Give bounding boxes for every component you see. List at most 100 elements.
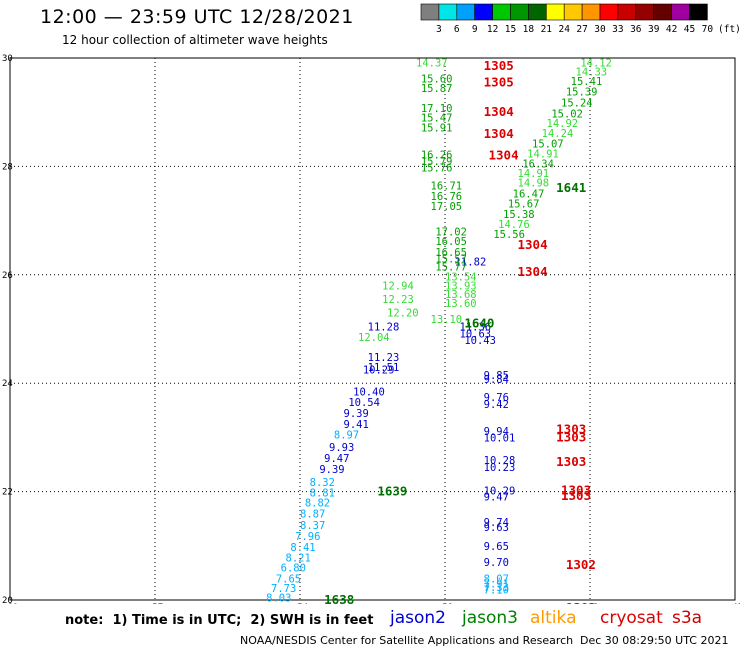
swh-value-label: 12.20 [387,308,419,320]
swh-value-label: 13.54 [445,271,477,283]
swh-value-label: 10.54 [348,397,380,409]
swh-value-label: 15.76 [421,162,453,174]
footer: note: 1) Time is in UTC; 2) SWH is in fe… [0,604,740,650]
footer-note: note: 1) Time is in UTC; 2) SWH is in fe… [65,613,374,628]
colorbar-tick-label: 70 [702,24,714,35]
swh-value-label: 8.07 [484,573,509,585]
swh-value-label: 12.23 [382,294,414,306]
colorbar-tick-label: 24 [558,24,570,35]
wave-height-plot: -60 -57 -54 -51 -48 -45 20 22 24 26 28 30 11.82 11.36… [2,54,740,604]
swh-value-label: 9.47 [324,453,349,465]
swh-value-label: 16.47 [513,189,545,201]
swh-value-label: 7.96 [295,531,320,543]
swh-value-label: 15.24 [561,97,593,109]
swh-value-label: 9.63 [484,522,509,534]
swh-value-label: 15.57 [435,254,467,266]
swh-value-label: 12.94 [382,281,414,293]
colorbar-tick-label: 39 [648,24,660,35]
swh-value-label: 9.70 [484,557,509,569]
y-tick-label: 30 [2,54,13,64]
time-label: 1641 [556,180,586,195]
time-label: 1639 [377,484,407,499]
swh-value-label: 15.91 [421,122,453,134]
time-label: 1304 [489,148,519,163]
swh-value-label: 9.94 [484,426,509,438]
swh-value-label: 17.02 [435,226,467,238]
swh-value-label: 11.51 [368,362,400,374]
colorbar-tick-label: 27 [576,24,587,35]
x-tick-label: -45 [727,603,740,604]
swh-value-label: 14.33 [576,67,608,79]
swh-value-label: 15.39 [566,87,598,99]
time-label: 1305 [484,58,514,73]
swh-value-label: 8.37 [300,520,325,532]
swh-value-label: 11.82 [455,256,487,268]
swh-value-label: 10.28 [484,455,516,467]
swh-value-label: 15.67 [508,198,540,210]
swh-value-label: 9.41 [344,419,369,431]
time-label: 1304 [484,126,514,141]
colorbar-tick-label: 36 [630,24,642,35]
swh-value-label: 9.84 [484,374,509,386]
colorbar-tick-label: 21 [541,24,553,35]
swh-value-label: 15.47 [421,113,453,125]
y-tick-label: 20 [2,596,13,604]
swh-value-label: 14.37 [416,57,448,69]
swh-value-label: 6.80 [281,562,306,574]
swh-value-label: 15.87 [421,83,453,95]
time-label: 1302 [566,557,596,572]
swh-value-label: 10.01 [484,432,516,444]
swh-value-label: 16.65 [435,247,467,259]
swh-value-label: 9.65 [484,541,509,553]
legend-cryosat: cryosat [600,608,663,628]
swh-value-label: 7.65 [276,573,301,585]
swh-value-label: 16.34 [522,159,554,171]
colorbar-tick-label: 3 [436,24,442,35]
plot-frame [9,57,736,601]
credit-line: NOAA/NESDIS Center for Satellite Applica… [240,634,574,647]
swh-value-label: 10.40 [353,386,385,398]
swh-value-label: 15.07 [532,139,564,151]
colorbar-swatch [689,3,708,21]
swh-value-label: 14.24 [542,128,574,140]
colorbar-tick-label: 30 [594,24,606,35]
time-label: 1302 [566,600,596,604]
time-label: 1638 [324,592,354,604]
swh-value-label: 9.74 [484,517,509,529]
colorbar-tick-label: 42 [666,24,677,35]
swh-value-label: 14.91 [527,148,559,160]
swh-value-label: 15.77 [435,262,467,274]
x-tick-label: -54 [292,603,308,604]
swh-value-label: 13.93 [445,281,477,293]
swh-value-label: 8.32 [310,477,335,489]
y-tick-label: 22 [2,488,13,498]
swh-value-label: 14.92 [547,118,579,130]
time-label: 1303 [556,429,586,444]
legend-jason3: jason3 [462,608,518,628]
swh-value-label: 15.02 [551,108,583,120]
swh-value-label: 15.60 [421,74,453,86]
colorbar-tick-label: 33 [612,24,623,35]
swh-value-label: 9.47 [484,491,509,503]
swh-value-label: 13.60 [445,298,477,310]
swh-value-label: 8.03 [266,592,291,604]
colorbar-tick-label: 18 [523,24,535,35]
swh-value-label: 10.43 [464,335,496,347]
x-tick-label: -60 [2,603,18,604]
time-label: 1303 [561,483,591,498]
y-tick-label: 28 [2,162,13,172]
time-label: 1304 [518,264,548,279]
swh-value-label: 15.56 [493,229,525,241]
legend-altika: altika [530,608,577,628]
time-label: 1640 [464,316,494,331]
chart-subtitle: 12 hour collection of altimeter wave hei… [62,33,328,47]
swh-value-label: 10.63 [460,328,492,340]
swh-value-label: 11.36 [460,321,492,333]
generation-timestamp: Dec 30 08:29:50 UTC 2021 [580,634,729,647]
swh-value-label: 16.05 [435,236,467,248]
swh-value-label: 8.41 [290,542,315,554]
swh-value-label: 9.76 [484,392,509,404]
swh-value-label: 8.21 [286,553,311,565]
chart-title: 12:00 — 23:59 UTC 12/28/2021 [40,6,354,28]
